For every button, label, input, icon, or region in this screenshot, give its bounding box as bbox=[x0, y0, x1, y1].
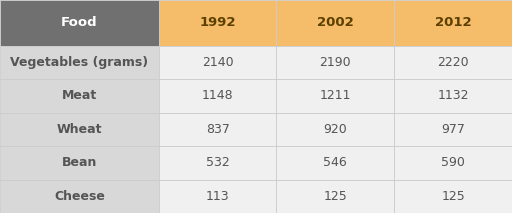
Bar bbox=[159, 146, 276, 180]
Text: 2140: 2140 bbox=[202, 56, 233, 69]
Text: Meat: Meat bbox=[62, 89, 97, 102]
Bar bbox=[0, 146, 159, 180]
Text: 920: 920 bbox=[324, 123, 347, 136]
Text: 1992: 1992 bbox=[199, 16, 236, 29]
Text: Food: Food bbox=[61, 16, 98, 29]
Text: 1148: 1148 bbox=[202, 89, 233, 102]
Text: 2002: 2002 bbox=[317, 16, 354, 29]
Bar bbox=[276, 79, 394, 113]
Bar bbox=[276, 180, 394, 213]
Bar bbox=[159, 46, 276, 79]
Bar bbox=[276, 46, 394, 79]
Text: 1211: 1211 bbox=[319, 89, 351, 102]
Bar bbox=[276, 113, 394, 146]
Bar bbox=[159, 79, 276, 113]
Text: 1132: 1132 bbox=[437, 89, 469, 102]
Text: 837: 837 bbox=[206, 123, 229, 136]
Text: 2220: 2220 bbox=[437, 56, 469, 69]
Bar bbox=[159, 0, 276, 46]
Text: Vegetables (grams): Vegetables (grams) bbox=[10, 56, 148, 69]
Bar bbox=[159, 113, 276, 146]
Text: Cheese: Cheese bbox=[54, 190, 105, 203]
Text: Bean: Bean bbox=[61, 156, 97, 169]
Bar bbox=[0, 79, 159, 113]
Text: Wheat: Wheat bbox=[57, 123, 102, 136]
Bar bbox=[0, 0, 159, 46]
Bar bbox=[276, 146, 394, 180]
Text: 2190: 2190 bbox=[319, 56, 351, 69]
Text: 2012: 2012 bbox=[435, 16, 472, 29]
Bar bbox=[394, 0, 512, 46]
Bar bbox=[0, 46, 159, 79]
Bar bbox=[394, 113, 512, 146]
Bar bbox=[276, 0, 394, 46]
Text: 546: 546 bbox=[324, 156, 347, 169]
Text: 125: 125 bbox=[441, 190, 465, 203]
Text: 590: 590 bbox=[441, 156, 465, 169]
Text: 532: 532 bbox=[206, 156, 229, 169]
Text: 113: 113 bbox=[206, 190, 229, 203]
Bar bbox=[159, 180, 276, 213]
Bar bbox=[394, 146, 512, 180]
Bar bbox=[394, 46, 512, 79]
Bar bbox=[0, 180, 159, 213]
Text: 977: 977 bbox=[441, 123, 465, 136]
Bar bbox=[394, 79, 512, 113]
Bar bbox=[394, 180, 512, 213]
Bar bbox=[0, 113, 159, 146]
Text: 125: 125 bbox=[324, 190, 347, 203]
